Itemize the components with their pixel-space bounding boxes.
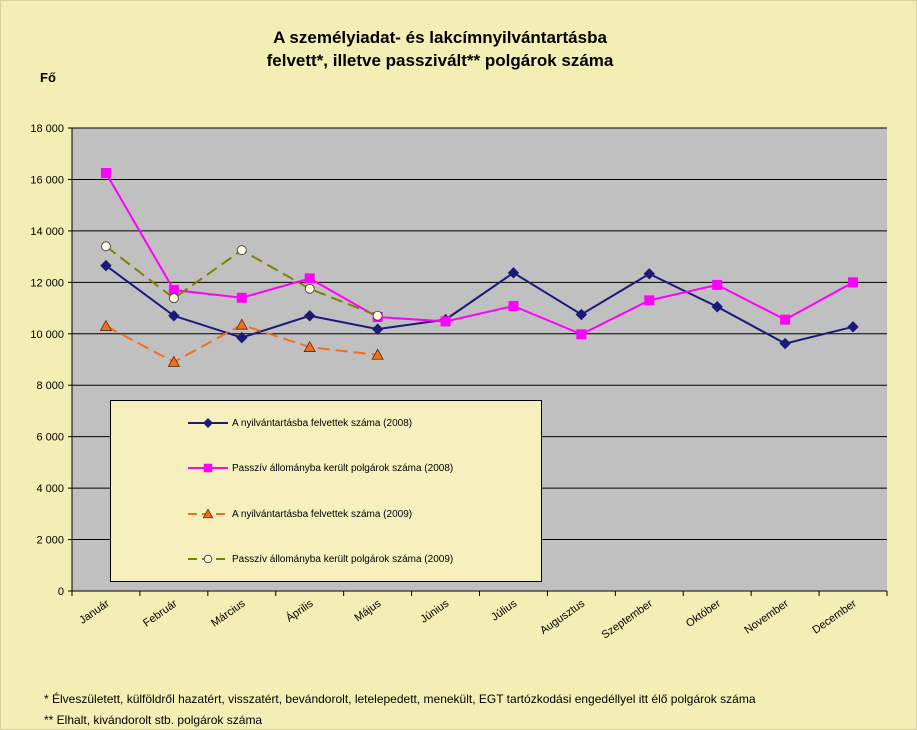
y-axis-unit-label: Fő bbox=[40, 70, 56, 85]
x-tick-label: December bbox=[810, 597, 859, 636]
y-tick-label: 6 000 bbox=[36, 432, 64, 444]
data-point bbox=[575, 308, 588, 321]
series-line-1 bbox=[105, 264, 854, 345]
data-point bbox=[779, 337, 791, 350]
legend-marker bbox=[203, 554, 213, 564]
series-3 bbox=[99, 318, 384, 367]
data-point bbox=[167, 355, 181, 367]
legend-label-3: A nyilvántartásba felvettek száma (2009) bbox=[232, 508, 413, 520]
x-tick-label: Július bbox=[489, 597, 519, 623]
data-point bbox=[99, 319, 113, 331]
legend-swatch-3 bbox=[188, 508, 228, 519]
x-tick-label: Március bbox=[209, 597, 248, 629]
data-point bbox=[235, 318, 248, 330]
y-tick-label: 8 000 bbox=[36, 380, 64, 392]
data-point bbox=[304, 283, 315, 294]
data-point bbox=[304, 273, 315, 284]
series-4 bbox=[101, 241, 383, 321]
data-point bbox=[508, 300, 519, 311]
series-group bbox=[99, 168, 859, 367]
data-point bbox=[576, 329, 587, 340]
data-point bbox=[644, 295, 655, 306]
y-tick-label: 4 000 bbox=[36, 483, 64, 495]
x-tick-label: Augusztus bbox=[538, 597, 587, 637]
data-point bbox=[101, 241, 111, 252]
data-point bbox=[100, 259, 112, 272]
legend-swatch-4 bbox=[188, 554, 228, 564]
x-tick-label: November bbox=[742, 597, 791, 636]
legend-item-4: Passzív állományba került polgárok száma… bbox=[111, 549, 453, 569]
y-tick-label: 2 000 bbox=[36, 535, 64, 547]
legend-marker bbox=[203, 463, 213, 473]
data-point bbox=[168, 285, 179, 296]
data-point bbox=[236, 245, 247, 256]
data-point bbox=[643, 268, 655, 280]
series-2 bbox=[100, 168, 859, 340]
legend-label-1: A nyilvántartásba felvettek száma (2008) bbox=[232, 417, 413, 429]
y-tick-label: 0 bbox=[58, 586, 64, 598]
legend-label-4: Passzív állományba került polgárok száma… bbox=[232, 553, 454, 565]
y-tick-label: 18 000 bbox=[30, 123, 64, 135]
legend-item-3: A nyilvántartásba felvettek száma (2009) bbox=[111, 504, 412, 524]
y-tick-label: 10 000 bbox=[30, 329, 64, 341]
data-point bbox=[303, 340, 316, 352]
data-point bbox=[507, 267, 520, 279]
y-tick-label: 14 000 bbox=[30, 226, 64, 238]
x-axis-ticks: Január Február Március Április Május Június Jú… bbox=[71, 591, 888, 641]
chart-title-line-2: felvett*, illetve passzivált** polgárok … bbox=[266, 51, 614, 70]
legend-item-2: Passzív állományba került polgárok száma… bbox=[111, 458, 453, 478]
y-tick-label: 16 000 bbox=[30, 174, 64, 186]
x-tick-label: Október bbox=[684, 597, 723, 629]
data-point bbox=[236, 292, 247, 303]
legend-marker bbox=[203, 418, 213, 428]
x-tick-label: Szeptember bbox=[600, 597, 656, 641]
footnote-2: ** Elhalt, kivándorolt stb. polgárok szá… bbox=[44, 713, 263, 727]
y-axis-ticks: 0 2 000 4 000 6 000 8 000 10 000 12 000 14 000 1… bbox=[30, 123, 72, 598]
data-point bbox=[848, 277, 859, 288]
legend-label-2: Passzív állományba került polgárok száma… bbox=[232, 462, 454, 474]
data-point bbox=[440, 316, 451, 327]
data-point bbox=[371, 323, 384, 335]
chart-title-line-1: A személyiadat- és lakcímnyilvántartásba bbox=[273, 28, 607, 47]
x-tick-label: Április bbox=[283, 597, 315, 625]
legend-swatch-2 bbox=[188, 463, 228, 473]
data-point bbox=[712, 279, 723, 290]
data-point bbox=[372, 310, 383, 321]
data-point bbox=[236, 331, 248, 344]
data-point bbox=[100, 168, 111, 179]
x-tick-label: Január bbox=[77, 597, 112, 626]
data-point bbox=[847, 321, 859, 333]
data-point bbox=[371, 348, 384, 360]
data-point bbox=[168, 310, 180, 322]
data-point bbox=[780, 314, 791, 325]
legend-swatch-1 bbox=[188, 418, 228, 428]
footnote-1: * Élveszületett, külföldről hazatért, vi… bbox=[44, 692, 756, 706]
series-line-2 bbox=[105, 172, 854, 336]
data-point bbox=[711, 301, 723, 313]
legend-marker bbox=[202, 508, 214, 519]
data-point bbox=[168, 293, 179, 304]
x-tick-label: Február bbox=[141, 597, 180, 629]
legend: A nyilvántartásba felvettek száma (2008)… bbox=[110, 400, 542, 582]
data-point bbox=[304, 310, 316, 322]
x-tick-label: Május bbox=[352, 597, 383, 624]
legend-item-1: A nyilvántartásba felvettek száma (2008) bbox=[111, 413, 412, 433]
y-tick-label: 12 000 bbox=[30, 277, 64, 289]
gridlines bbox=[72, 127, 887, 541]
chart-title: A személyiadat- és lakcímnyilvántartásba… bbox=[180, 26, 700, 72]
x-tick-label: Június bbox=[418, 597, 451, 625]
